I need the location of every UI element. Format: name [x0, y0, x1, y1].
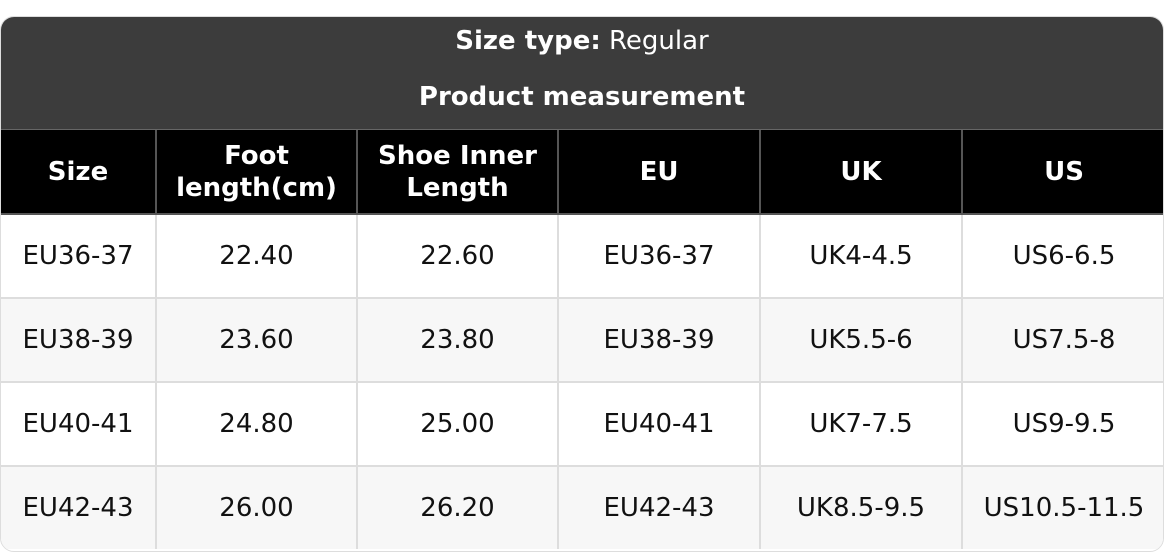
- table-row: EU42-43 26.00 26.20 EU42-43 UK8.5-9.5 US10.5-…: [1, 465, 1163, 549]
- table-cell: 26.20: [356, 465, 559, 549]
- size-type-value: Regular: [609, 26, 709, 56]
- size-type-label: Size type:: [455, 26, 601, 56]
- table-cell: EU36-37: [557, 213, 761, 299]
- table-cell: 23.60: [155, 297, 358, 383]
- table-cell: 22.60: [356, 213, 559, 299]
- column-header: Shoe Inner Length: [356, 130, 559, 215]
- column-header: Size: [1, 130, 157, 215]
- table-cell: UK7-7.5: [759, 381, 963, 467]
- table-cell: US10.5-11.5: [961, 465, 1163, 549]
- column-header: US: [961, 130, 1163, 215]
- table-cell: EU42-43: [1, 465, 157, 549]
- size-table: Size Foot length(cm) Shoe Inner Length EU UK…: [1, 130, 1163, 549]
- table-cell: EU42-43: [557, 465, 761, 549]
- table-cell: US6-6.5: [961, 213, 1163, 299]
- table-cell: EU38-39: [557, 297, 761, 383]
- size-type: Size type: Regular: [1, 26, 1163, 56]
- column-header: Foot length(cm): [155, 130, 358, 215]
- table-cell: 24.80: [155, 381, 358, 467]
- table-cell: EU40-41: [557, 381, 761, 467]
- table-cell: EU38-39: [1, 297, 157, 383]
- table-row: EU38-39 23.60 23.80 EU38-39 UK5.5-6 US7.5-8: [1, 297, 1163, 383]
- header-row: Size Foot length(cm) Shoe Inner Length EU UK…: [1, 130, 1163, 215]
- size-chart: Size type: Regular Product measurement S…: [0, 16, 1164, 552]
- column-header: EU: [557, 130, 761, 215]
- column-header: UK: [759, 130, 963, 215]
- table-cell: US7.5-8: [961, 297, 1163, 383]
- table-cell: UK5.5-6: [759, 297, 963, 383]
- table-cell: EU36-37: [1, 213, 157, 299]
- table-cell: 25.00: [356, 381, 559, 467]
- table-cell: EU40-41: [1, 381, 157, 467]
- table-cell: UK4-4.5: [759, 213, 963, 299]
- table-cell: 22.40: [155, 213, 358, 299]
- table-cell: US9-9.5: [961, 381, 1163, 467]
- table-row: EU36-37 22.40 22.60 EU36-37 UK4-4.5 US6-6.5: [1, 213, 1163, 299]
- chart-header: Size type: Regular Product measurement: [1, 17, 1163, 131]
- table-cell: 23.80: [356, 297, 559, 383]
- table-cell: 26.00: [155, 465, 358, 549]
- table-cell: UK8.5-9.5: [759, 465, 963, 549]
- subtitle: Product measurement: [418, 82, 746, 112]
- table-row: EU40-41 24.80 25.00 EU40-41 UK7-7.5 US9-9.5: [1, 381, 1163, 467]
